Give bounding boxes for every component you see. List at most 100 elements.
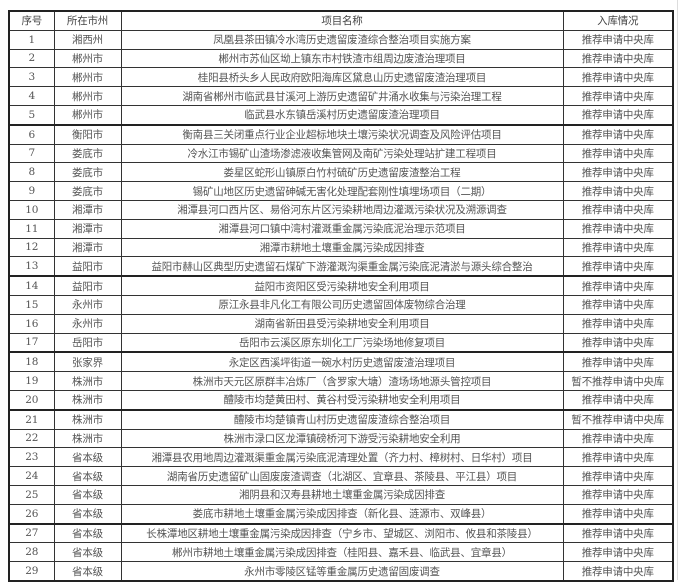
table-row: 12 湘潭市 湘潭市耕地土壤重金属污染成因排查 推荐申请中央库 (8, 237, 674, 258)
page-edge (677, 0, 678, 580)
cell-status: 推荐申请中央库 (562, 503, 674, 525)
cell-project-name: 原江永县非凡化工有限公司历史遗留固体废物综合治理 (120, 294, 564, 315)
cell-status: 推荐申请中央库 (562, 447, 674, 468)
cell-status: 推荐申请中央库 (562, 143, 674, 164)
cell-index: 18 (8, 351, 55, 373)
cell-status: 推荐申请中央库 (562, 29, 674, 50)
cell-project-name: 湖南省新田县受污染耕地安全利用项目 (120, 313, 564, 334)
table-row: 14 益阳市 益阳市资阳区受污染耕地安全利用项目 推荐申请中央库 (8, 275, 674, 296)
cell-project-name: 醴陵市均楚黄田村、黄谷村受污染耕地安全利用项目 (120, 389, 564, 411)
cell-city: 益阳市 (53, 256, 122, 277)
cell-city: 湘西州 (53, 29, 122, 50)
cell-project-name: 郴州市苏仙区坳上镇东市村铁渣市组周边废渣治理项目 (120, 48, 564, 69)
cell-status: 推荐申请中央库 (562, 237, 674, 258)
cell-index: 25 (8, 484, 55, 505)
cell-index: 29 (8, 561, 55, 582)
header-row: 序号 所在市州 项目名称 入库情况 (8, 10, 674, 31)
table-row: 11 湘潭市 湘潭县河口镇中湾村灌溉重金属污染底泥治理示范项目 推荐申请中央库 (8, 218, 674, 239)
cell-project-name: 临武县水东镇岳溪村历史遗留废渣治理项目 (120, 104, 564, 126)
cell-project-name: 冷水江市锡矿山渣场渗滤液收集管网及南矿污染处理站扩建工程项目 (120, 143, 564, 164)
table-row: 9 娄底市 锡矿山地区历史遗留砷碱无害化处理配套刚性填埋场项目（二期） 推荐申请中央库 (8, 181, 674, 201)
table-row: 13 益阳市 益阳市赫山区典型历史遗留石煤矿下游灌溉沟渠重金属污染底泥清淤与源头综合… (8, 256, 674, 277)
cell-index: 26 (8, 503, 55, 525)
cell-project-name: 醴陵市均楚镇青山村历史遗留废渣综合整治项目 (120, 408, 564, 430)
cell-project-name: 永定区西溪坪街道一碗水村历史遗留废渣治理项目 (120, 351, 564, 373)
table-row: 8 娄底市 娄星区蛇形山镇原白竹村硫矿历史遗留废渣整治工程 推荐申请中央库 (8, 162, 674, 183)
cell-status: 推荐申请中央库 (562, 428, 674, 449)
cell-status: 推荐申请中央库 (562, 275, 674, 296)
cell-status: 推荐申请中央库 (562, 48, 674, 69)
cell-city: 郴州市 (53, 104, 122, 126)
cell-index: 12 (8, 237, 55, 258)
cell-project-name: 长株潭地区耕地土壤重金属污染成因排查（宁乡市、望城区、浏阳市、攸县和茶陵县） (120, 522, 564, 544)
cell-project-name: 娄星区蛇形山镇原白竹村硫矿历史遗留废渣整治工程 (120, 162, 564, 183)
cell-city: 株洲市 (53, 389, 122, 411)
cell-city: 益阳市 (53, 275, 122, 296)
table-row: 25 省本级 湘阴县和汉寿县耕地土壤重金属污染成因排查 推荐申请中央库 (8, 484, 674, 505)
cell-city: 娄底市 (53, 162, 122, 183)
cell-project-name: 益阳市赫山区典型历史遗留石煤矿下游灌溉沟渠重金属污染底泥清淤与源头综合整治 (120, 256, 564, 277)
cell-city: 郴州市 (53, 86, 122, 106)
cell-project-name: 株洲市天元区原群丰冶炼厂（含罗家大塘）渣场场地源头管控项目 (120, 371, 564, 391)
table-row: 4 郴州市 湖南省郴州市临武县甘溪河上游历史遗留矿井涌水收集与污染治理工程 推荐申请中… (8, 86, 674, 106)
table-row: 2 郴州市 郴州市苏仙区坳上镇东市村铁渣市组周边废渣治理项目 推荐申请中央库 (8, 48, 674, 69)
table-row: 23 省本级 湘潭县农用地周边灌溉渠重金属污染底泥清理处置（齐力村、樟树村、日华村）… (8, 447, 674, 468)
table-row: 20 株洲市 醴陵市均楚黄田村、黄谷村受污染耕地安全利用项目 推荐申请中央库 (8, 389, 674, 411)
cell-project-name: 湘阴县和汉寿县耕地土壤重金属污染成因排查 (120, 484, 564, 505)
cell-project-name: 衡南县三关闭重点行业企业超标地块土壤污染状况调查及风险评估项目 (120, 123, 564, 145)
table-row: 7 娄底市 冷水江市锡矿山渣场渗滤液收集管网及南矿污染处理站扩建工程项目 推荐申请中央… (8, 143, 674, 164)
table-body: 1 湘西州 凤凰县茶田镇冷水湾历史遗留废渣综合整治项目实施方案 推荐申请中央库 2 郴州市… (8, 29, 674, 582)
table-row: 26 省本级 娄底市耕地土壤重金属污染成因排查（新化县、涟源市、双峰县） 推荐申请中央… (8, 503, 674, 525)
cell-index: 16 (8, 313, 55, 334)
table-row: 28 省本级 郴州市耕地土壤重金属污染成因排查（桂阳县、嘉禾县、临武县、宜章县） 推荐… (8, 542, 674, 563)
cell-status: 推荐申请中央库 (562, 542, 674, 563)
cell-project-name: 永州市零陵区锰等重金属历史遗留固废调查 (120, 561, 564, 582)
cell-index: 13 (8, 256, 55, 277)
cell-city: 省本级 (53, 447, 122, 468)
cell-city: 郴州市 (53, 67, 122, 88)
table-row: 29 省本级 永州市零陵区锰等重金属历史遗留固废调查 推荐申请中央库 (8, 561, 674, 582)
table-row: 10 湘潭市 湘潭县河口西片区、易俗河东片区污染耕地周边灌溉污染状况及溯源调查 推荐申… (8, 199, 674, 220)
cell-city: 岳阳市 (53, 332, 122, 353)
cell-project-name: 岳阳市云溪区原东圳化工厂污染场地修复项目 (120, 332, 564, 353)
cell-index: 14 (8, 275, 55, 296)
table-row: 19 株洲市 株洲市天元区原群丰冶炼厂（含罗家大塘）渣场场地源头管控项目 暂不推荐申请… (8, 371, 674, 391)
cell-city: 永州市 (53, 313, 122, 334)
cell-index: 4 (8, 86, 55, 106)
cell-index: 23 (8, 447, 55, 468)
cell-city: 株洲市 (53, 428, 122, 449)
table-row: 3 郴州市 桂阳县桥头乡人民政府欧阳海库区黛息山历史遗留废渣治理项目 推荐申请中央库 (8, 67, 674, 88)
cell-project-name: 桂阳县桥头乡人民政府欧阳海库区黛息山历史遗留废渣治理项目 (120, 67, 564, 88)
cell-index: 11 (8, 218, 55, 239)
cell-status: 推荐申请中央库 (562, 256, 674, 277)
cell-status: 暂不推荐申请中央库 (562, 408, 674, 430)
cell-city: 娄底市 (53, 143, 122, 164)
cell-city: 省本级 (53, 542, 122, 563)
cell-status: 推荐申请中央库 (562, 351, 674, 373)
header-city: 所在市州 (53, 10, 122, 31)
cell-city: 省本级 (53, 466, 122, 486)
table-row: 6 衡阳市 衡南县三关闭重点行业企业超标地块土壤污染状况调查及风险评估项目 推荐申请中… (8, 123, 674, 145)
header-project-name: 项目名称 (120, 10, 564, 31)
header-index: 序号 (8, 10, 55, 31)
cell-project-name: 娄底市耕地土壤重金属污染成因排查（新化县、涟源市、双峰县） (120, 503, 564, 525)
cell-index: 2 (8, 48, 55, 69)
cell-status: 推荐申请中央库 (562, 199, 674, 220)
cell-project-name: 凤凰县茶田镇冷水湾历史遗留废渣综合整治项目实施方案 (120, 29, 564, 50)
table-row: 18 张家界 永定区西溪坪街道一碗水村历史遗留废渣治理项目 推荐申请中央库 (8, 351, 674, 373)
cell-index: 22 (8, 428, 55, 449)
cell-index: 9 (8, 181, 55, 201)
cell-status: 推荐申请中央库 (562, 181, 674, 201)
cell-index: 7 (8, 143, 55, 164)
cell-project-name: 益阳市资阳区受污染耕地安全利用项目 (120, 275, 564, 296)
cell-index: 24 (8, 466, 55, 486)
cell-status: 推荐申请中央库 (562, 561, 674, 582)
cell-city: 省本级 (53, 522, 122, 544)
cell-city: 湘潭市 (53, 199, 122, 220)
cell-project-name: 湖南省历史遗留矿山固废废渣调查（北湖区、宜章县、茶陵县、平江县）项目 (120, 466, 564, 486)
cell-project-name: 湘潭县农用地周边灌溉渠重金属污染底泥清理处置（齐力村、樟树村、日华村）项目 (120, 447, 564, 468)
cell-index: 21 (8, 408, 55, 430)
table-row: 22 株洲市 株洲市渌口区龙潭镇磅桥河下游受污染耕地安全利用 推荐申请中央库 (8, 428, 674, 449)
table-row: 16 永州市 湖南省新田县受污染耕地安全利用项目 推荐申请中央库 (8, 313, 674, 334)
cell-index: 27 (8, 522, 55, 544)
